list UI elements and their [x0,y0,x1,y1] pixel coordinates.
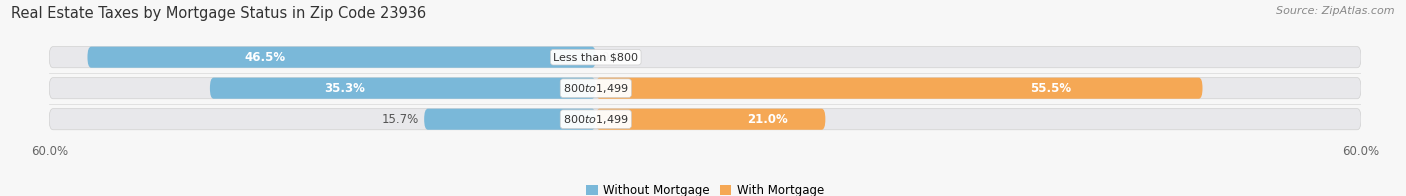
FancyBboxPatch shape [425,109,596,130]
FancyBboxPatch shape [87,47,596,68]
Text: Less than $800: Less than $800 [554,52,638,62]
Legend: Without Mortgage, With Mortgage: Without Mortgage, With Mortgage [581,179,830,196]
Text: $800 to $1,499: $800 to $1,499 [562,82,628,95]
FancyBboxPatch shape [596,78,1202,99]
Text: Source: ZipAtlas.com: Source: ZipAtlas.com [1277,6,1395,16]
Text: 35.3%: 35.3% [325,82,366,95]
Text: $800 to $1,499: $800 to $1,499 [562,113,628,126]
FancyBboxPatch shape [49,78,1361,99]
Text: 55.5%: 55.5% [1031,82,1071,95]
FancyBboxPatch shape [49,109,1361,130]
Text: 46.5%: 46.5% [245,51,285,64]
Text: 0.0%: 0.0% [602,51,631,64]
Text: Real Estate Taxes by Mortgage Status in Zip Code 23936: Real Estate Taxes by Mortgage Status in … [11,6,426,21]
FancyBboxPatch shape [596,109,825,130]
FancyBboxPatch shape [49,47,1361,68]
FancyBboxPatch shape [209,78,596,99]
Text: 15.7%: 15.7% [381,113,419,126]
Text: 21.0%: 21.0% [748,113,789,126]
